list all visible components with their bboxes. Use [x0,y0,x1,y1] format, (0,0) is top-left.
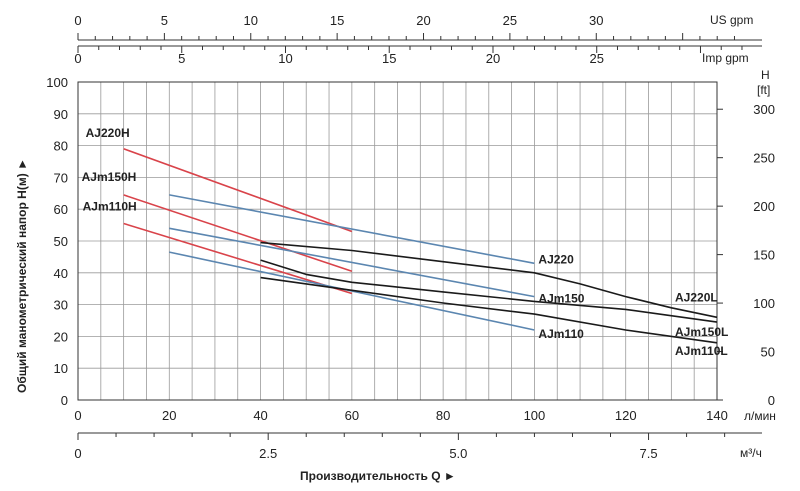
x-tick-label: 40 [253,408,267,423]
top-imp-tick-label: 0 [74,51,81,66]
series-line-aj220 [169,194,535,265]
series-label-ajm110l: AJm110L [675,344,728,358]
series-label-aj220: AJ220 [538,252,574,266]
y-tick-label: 0 [61,393,68,408]
series-label-ajm110h: AJm110H [83,200,137,214]
top-imp-unit-label: Imp gpm [702,51,749,65]
top-imp-tick-label: 20 [486,51,500,66]
x-tick-label: 60 [345,408,359,423]
series-labels: AJ220H AJm150H AJm110H AJ220 AJm150 AJm110 AJ2… [82,126,729,358]
top-us-tick-label: 0 [74,13,81,28]
grid [77,81,718,401]
y-tick-label: 90 [54,107,68,122]
bottom-m3-tick-label: 7.5 [640,446,658,461]
series-line-ajm110h [123,222,353,295]
bottom-m3-tick-label: 0 [74,446,81,461]
top-us-tick-label: 30 [589,13,603,28]
top-us-tick-label: 5 [161,13,168,28]
series-line-ajm150l [260,259,718,323]
y-axis-title: Общий манометрический напор H(м) ► [15,158,29,393]
right-axis-label-line2: [ft] [757,83,770,97]
x-axis-title: Производительность Q ► [300,469,456,483]
top-us-tick-label: 25 [503,13,517,28]
right-tick-label: 100 [753,296,775,311]
top-us-tick-label: 15 [330,13,344,28]
series-line-ajm150 [169,227,535,298]
x-unit-label: л/мин [744,409,776,423]
right-axis-label-line1: H [761,68,770,82]
y-tick-label: 40 [54,266,68,281]
series-label-ajm150l: AJm150L [675,325,728,339]
top-us-unit-label: US gpm [710,13,753,27]
series-line-ajm150h [123,194,353,272]
bottom-m3-tick-label: 5.0 [449,446,467,461]
right-tick-label: 50 [761,345,775,360]
y-tick-label: 60 [54,202,68,217]
top-imp-tick-label: 5 [178,51,185,66]
y-tick-label: 50 [54,234,68,249]
y-tick-label: 20 [54,329,68,344]
y-tick-label: 30 [54,298,68,313]
x-tick-label: 80 [436,408,450,423]
right-tick-label: 0 [768,393,775,408]
bottom-m3-tick-label: 2.5 [259,446,277,461]
x-tick-label: 140 [706,408,728,423]
right-tick-label: 200 [753,199,775,214]
series-label-ajm150: AJm150 [538,292,584,306]
y-tick-label: 70 [54,170,68,185]
series-label-ajm150h: AJm150H [82,170,137,184]
top-us-tick-label: 20 [416,13,430,28]
top-imp-tick-label: 10 [278,51,292,66]
x-tick-label: 100 [524,408,546,423]
top-us-tick-label: 10 [244,13,258,28]
right-tick-label: 250 [753,151,775,166]
x-tick-label: 0 [74,408,81,423]
y-tick-label: 80 [54,139,68,154]
series-label-ajm110: AJm110 [538,327,584,341]
right-tick-label: 150 [753,248,775,263]
series-line-ajm110l [260,276,718,344]
series-line-aj220l [260,241,718,319]
series-lines [123,148,718,344]
top-imp-tick-label: 25 [589,51,603,66]
series-label-aj220l: AJ220L [675,290,718,304]
x-tick-label: 120 [615,408,637,423]
y-tick-label: 100 [46,75,68,90]
y-tick-label: 10 [54,361,68,376]
x-tick-label: 20 [162,408,176,423]
top-imp-tick-label: 15 [382,51,396,66]
series-line-aj220h [123,148,353,233]
series-label-aj220h: AJ220H [86,126,130,140]
bottom-m3-unit-label: м³/ч [740,446,762,460]
right-tick-label: 300 [753,102,775,117]
